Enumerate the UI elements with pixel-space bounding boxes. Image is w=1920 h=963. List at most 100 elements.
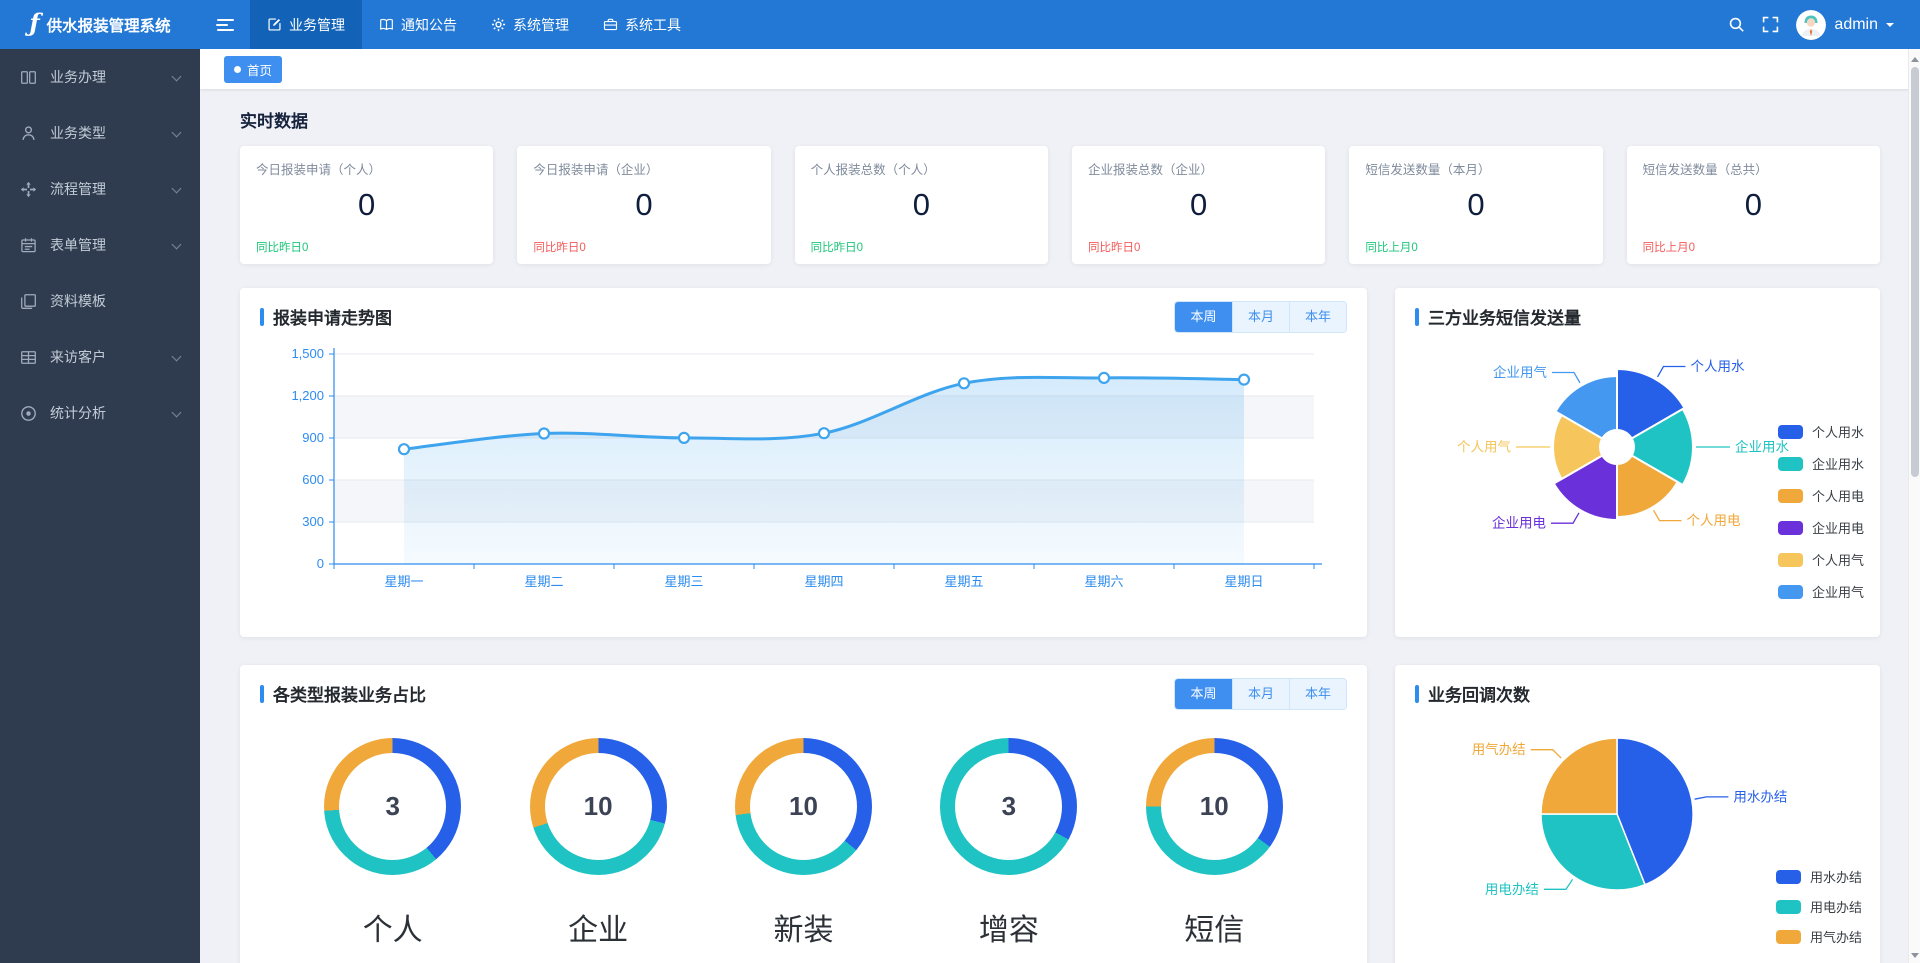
callback-panel-title: 业务回调次数: [1428, 686, 1530, 705]
tab-本月[interactable]: 本月: [1232, 302, 1289, 332]
sidebar-item-业务办理[interactable]: 业务办理: [0, 49, 200, 105]
sidebar-item-流程管理[interactable]: 流程管理: [0, 161, 200, 217]
legend-label: 企业用气: [1811, 585, 1864, 600]
tag-home-label: 首页: [247, 63, 273, 78]
donut-label: 个人: [362, 914, 423, 947]
tags-bar: 首页: [200, 49, 1920, 89]
stat-cards-row: 今日报装申请（个人） 0 同比昨日0 今日报装申请（企业） 0 同比昨日0 个人报装总数（个…: [240, 146, 1880, 264]
trend-panel: 报装申请走势图 本周 本月 本年 0 300 600 900 1,200 1,500 星期一 星期…: [240, 288, 1367, 637]
search-icon[interactable]: [1728, 16, 1745, 33]
dashboard-content: 实时数据 今日报装申请（个人） 0 同比昨日0 今日报装申请（企业） 0 同比昨日0 个人报…: [200, 89, 1920, 963]
stat-card-footer: 同比昨日0: [810, 242, 864, 254]
svg-text:星期三: 星期三: [664, 574, 703, 589]
stat-card-label: 企业报装总数（企业）: [1087, 163, 1213, 177]
nav-item-通知公告[interactable]: 通知公告: [362, 0, 474, 49]
donut-row: 3 个人 10 企业 10 新装 3 增容 10 短信: [240, 712, 1367, 949]
svg-text:星期五: 星期五: [944, 574, 983, 589]
legend-item-用水办结[interactable]: 用水办结: [1775, 867, 1862, 886]
template-icon: [20, 293, 37, 310]
svg-text:企业用气: 企业用气: [1493, 364, 1547, 380]
chevron-down-icon: [171, 71, 182, 82]
tag-home[interactable]: 首页: [224, 55, 283, 83]
nav-item-系统工具[interactable]: 系统工具: [586, 0, 698, 49]
sidebar-item-label: 业务类型: [50, 125, 106, 141]
sms-legend: 个人用水企业用水个人用电企业用电个人用气企业用气: [1777, 422, 1864, 601]
sms-rose-pie-chart: 个人用水 企业用水 个人用电 企业用电 个人用气 企业用气: [1395, 335, 1880, 636]
svg-text:用水办结: 用水办结: [1733, 789, 1787, 804]
nav-item-系统管理[interactable]: 系统管理: [474, 0, 586, 49]
legend-item-用气办结[interactable]: 用气办结: [1775, 927, 1862, 946]
donut-value: 10: [1199, 791, 1229, 821]
donut-item-个人: 3 个人: [324, 738, 462, 949]
svg-text:个人用气: 个人用气: [1457, 440, 1511, 455]
nav-item-label: 系统工具: [625, 16, 681, 33]
scroll-down-button[interactable]: [1909, 947, 1920, 962]
donut-label: 新装: [773, 914, 834, 947]
category-icon: [20, 125, 37, 142]
sidebar-item-label: 资料模板: [50, 293, 106, 309]
nav-item-label: 通知公告: [401, 16, 457, 33]
legend-item-个人用水[interactable]: 个人用水: [1777, 422, 1864, 441]
navbar-menu: 业务管理 通知公告 系统管理 系统工具: [250, 0, 698, 49]
callback-panel: 业务回调次数 用水办结 用电办结 用气办结 用水办结 用电办结 用气办结: [1395, 665, 1880, 963]
nav-item-label: 系统管理: [513, 16, 569, 33]
app-title: 供水报装管理系统: [46, 17, 171, 35]
tab-本月[interactable]: 本月: [1232, 679, 1289, 709]
sidebar: 业务办理业务类型流程管理表单管理资料模板来访客户 统计分析: [0, 49, 200, 963]
svg-text:1,500: 1,500: [291, 346, 324, 361]
scroll-up-button[interactable]: [1909, 50, 1920, 65]
donut-item-增容: 3 增容: [940, 738, 1078, 949]
donut-value: 10: [583, 791, 613, 821]
legend-swatch: [1777, 456, 1803, 471]
legend-swatch: [1775, 899, 1801, 914]
stat-card: 企业报装总数（企业） 0 同比昨日0: [1071, 146, 1326, 264]
navbar-right: admin: [1728, 0, 1920, 49]
sidebar-item-label: 表单管理: [50, 237, 106, 253]
legend-swatch: [1777, 584, 1803, 599]
donut-item-新装: 10 新装: [734, 738, 872, 949]
stat-card-label: 短信发送数量（总共）: [1642, 163, 1768, 177]
sidebar-item-表单管理[interactable]: 表单管理: [0, 217, 200, 273]
title-accent-bar: [1415, 684, 1419, 703]
legend-item-个人用气[interactable]: 个人用气: [1777, 550, 1864, 569]
ratio-panel-title: 各类型报装业务占比: [273, 686, 426, 705]
trend-tab-group: 本周 本月 本年: [1174, 301, 1347, 333]
sms-panel: 三方业务短信发送量 个人用水 企业用水 个人用电 企业用电 个人用气 企业用气 个人用水企…: [1395, 288, 1880, 637]
stat-card-value: 0: [358, 187, 376, 222]
stat-card-label: 今日报装申请（个人）: [256, 163, 382, 177]
legend-item-企业用气[interactable]: 企业用气: [1777, 582, 1864, 601]
sidebar-collapse-button[interactable]: [200, 0, 250, 49]
legend-label: 用气办结: [1809, 930, 1862, 945]
sidebar-item-业务类型[interactable]: 业务类型: [0, 105, 200, 161]
trend-panel-title: 报装申请走势图: [273, 309, 392, 328]
legend-item-用电办结[interactable]: 用电办结: [1775, 897, 1862, 916]
title-accent-bar: [260, 684, 264, 703]
svg-text:用气办结: 用气办结: [1472, 742, 1526, 757]
callback-pie-chart: 用水办结 用电办结 用气办结: [1395, 712, 1880, 963]
legend-label: 个人用电: [1811, 489, 1864, 504]
tab-本年[interactable]: 本年: [1289, 302, 1346, 332]
fullscreen-icon[interactable]: [1762, 16, 1779, 33]
page-scrollbar: [1908, 49, 1920, 963]
sidebar-item-统计分析[interactable]: 统计分析: [0, 385, 200, 441]
gear-icon: [491, 17, 506, 32]
sidebar-item-来访客户[interactable]: 来访客户: [0, 329, 200, 385]
sidebar-item-资料模板[interactable]: 资料模板: [0, 273, 200, 329]
charts-row-2: 各类型报装业务占比 本周 本月 本年 3 个人 10 企业 10 新装 3 增容 10 短信 业务回调…: [240, 665, 1880, 963]
user-dropdown[interactable]: admin: [1796, 9, 1894, 40]
donut-label: 短信: [1184, 914, 1245, 947]
donut-chart: 3: [324, 738, 462, 875]
tab-本年[interactable]: 本年: [1289, 679, 1346, 709]
legend-swatch: [1775, 929, 1801, 944]
nav-item-业务管理[interactable]: 业务管理: [250, 0, 362, 49]
scrollbar-thumb[interactable]: [1910, 67, 1919, 477]
app-logo[interactable]: ƒ 供水报装管理系统: [0, 0, 200, 49]
legend-item-个人用电[interactable]: 个人用电: [1777, 486, 1864, 505]
stat-card-footer: 同比上月0: [1642, 242, 1696, 254]
stat-card-value: 0: [1190, 187, 1208, 222]
tab-本周[interactable]: 本周: [1175, 302, 1232, 332]
legend-item-企业用水[interactable]: 企业用水: [1777, 454, 1864, 473]
edit-icon: [267, 17, 282, 32]
tab-本周[interactable]: 本周: [1175, 679, 1232, 709]
legend-item-企业用电[interactable]: 企业用电: [1777, 518, 1864, 537]
